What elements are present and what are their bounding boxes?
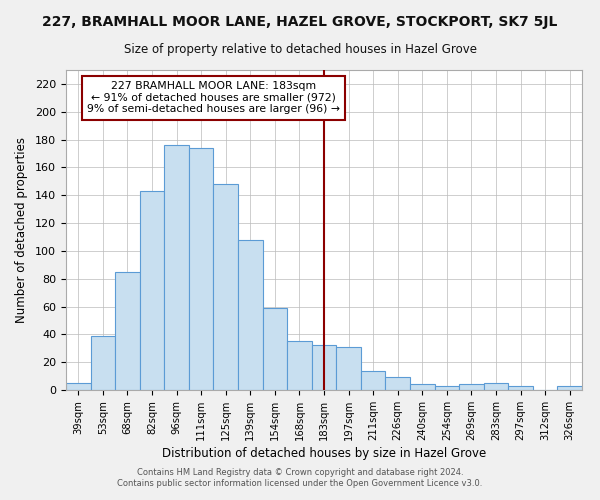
Text: 227, BRAMHALL MOOR LANE, HAZEL GROVE, STOCKPORT, SK7 5JL: 227, BRAMHALL MOOR LANE, HAZEL GROVE, ST… xyxy=(43,15,557,29)
Bar xyxy=(361,370,385,390)
Y-axis label: Number of detached properties: Number of detached properties xyxy=(15,137,28,323)
Bar xyxy=(164,145,189,390)
Text: Size of property relative to detached houses in Hazel Grove: Size of property relative to detached ho… xyxy=(124,42,476,56)
Bar xyxy=(459,384,484,390)
Text: 227 BRAMHALL MOOR LANE: 183sqm
← 91% of detached houses are smaller (972)
9% of : 227 BRAMHALL MOOR LANE: 183sqm ← 91% of … xyxy=(87,81,340,114)
Bar xyxy=(312,346,336,390)
Bar xyxy=(336,347,361,390)
Bar xyxy=(140,191,164,390)
Bar xyxy=(434,386,459,390)
Bar xyxy=(189,148,214,390)
Bar xyxy=(263,308,287,390)
Bar xyxy=(484,383,508,390)
Text: Contains HM Land Registry data © Crown copyright and database right 2024.
Contai: Contains HM Land Registry data © Crown c… xyxy=(118,468,482,487)
Bar xyxy=(238,240,263,390)
Bar xyxy=(410,384,434,390)
Bar xyxy=(91,336,115,390)
Bar xyxy=(115,272,140,390)
Bar xyxy=(287,342,312,390)
Bar xyxy=(385,378,410,390)
Bar xyxy=(66,383,91,390)
Bar xyxy=(557,386,582,390)
Bar xyxy=(214,184,238,390)
X-axis label: Distribution of detached houses by size in Hazel Grove: Distribution of detached houses by size … xyxy=(162,447,486,460)
Bar xyxy=(508,386,533,390)
